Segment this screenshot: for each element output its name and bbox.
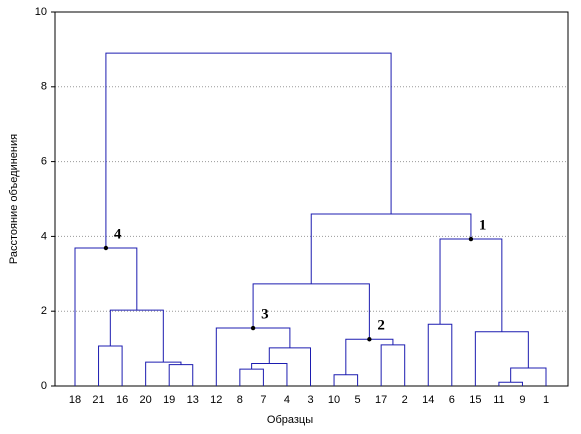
x-axis-title: Образцы [267, 414, 313, 426]
x-tick-label: 13 [187, 394, 199, 406]
dendrogram-link [510, 367, 547, 386]
x-tick-label: 6 [449, 394, 455, 406]
dendrogram-link [498, 381, 523, 386]
dendrogram-link [168, 364, 194, 386]
x-tick-label: 10 [328, 394, 340, 406]
x-tick-label: 18 [69, 394, 81, 406]
x-tick-label: 17 [375, 394, 387, 406]
x-tick-label: 5 [355, 394, 361, 406]
dendrogram-link [251, 363, 288, 386]
node-dot [468, 236, 474, 242]
x-tick-label: 8 [237, 394, 243, 406]
y-tick-label: 8 [41, 81, 47, 93]
x-tick-label: 20 [140, 394, 152, 406]
x-tick-label: 19 [163, 394, 175, 406]
dendrogram-link [252, 283, 370, 340]
y-tick-label: 4 [41, 230, 47, 242]
dendrogram-link [333, 374, 359, 386]
node-dot [103, 245, 109, 251]
dendrogram-link [310, 213, 472, 284]
annotation: 4 [114, 226, 122, 242]
x-tick-label: 2 [402, 394, 408, 406]
node-dot [250, 325, 256, 331]
dendrogram-link [105, 52, 392, 248]
x-tick-label: 12 [210, 394, 222, 406]
x-tick-label: 4 [284, 394, 290, 406]
x-tick-label: 7 [260, 394, 266, 406]
dendrogram-link [380, 344, 406, 386]
x-tick-label: 21 [92, 394, 104, 406]
y-axis-title: Расстояние объединения [8, 134, 20, 264]
y-tick-label: 2 [41, 305, 47, 317]
dendrogram-link [74, 247, 138, 386]
x-tick-label: 9 [519, 394, 525, 406]
annotation: 3 [261, 306, 269, 322]
x-tick-label: 14 [422, 394, 434, 406]
annotation: 2 [377, 318, 385, 334]
dendrogram-link [427, 323, 453, 386]
plot-frame [54, 11, 569, 387]
dendrogram-link [109, 309, 164, 363]
dendrogram-link [145, 361, 182, 386]
x-tick-label: 1 [543, 394, 549, 406]
dendrogram-link [215, 327, 291, 386]
dendrogram-link [474, 331, 529, 386]
dendrogram-link [268, 347, 311, 386]
y-tick-label: 6 [41, 156, 47, 168]
annotation: 1 [479, 217, 487, 233]
x-tick-label: 15 [469, 394, 481, 406]
y-tick-label: 10 [35, 6, 47, 18]
x-tick-label: 16 [116, 394, 128, 406]
node-dot [367, 337, 372, 342]
dendrogram-link [239, 368, 264, 386]
y-tick-label: 0 [41, 380, 47, 392]
dendrogram-link [98, 345, 123, 386]
dendrogram-link [439, 238, 503, 332]
x-tick-label: 11 [493, 394, 504, 406]
x-tick-label: 3 [307, 394, 313, 406]
